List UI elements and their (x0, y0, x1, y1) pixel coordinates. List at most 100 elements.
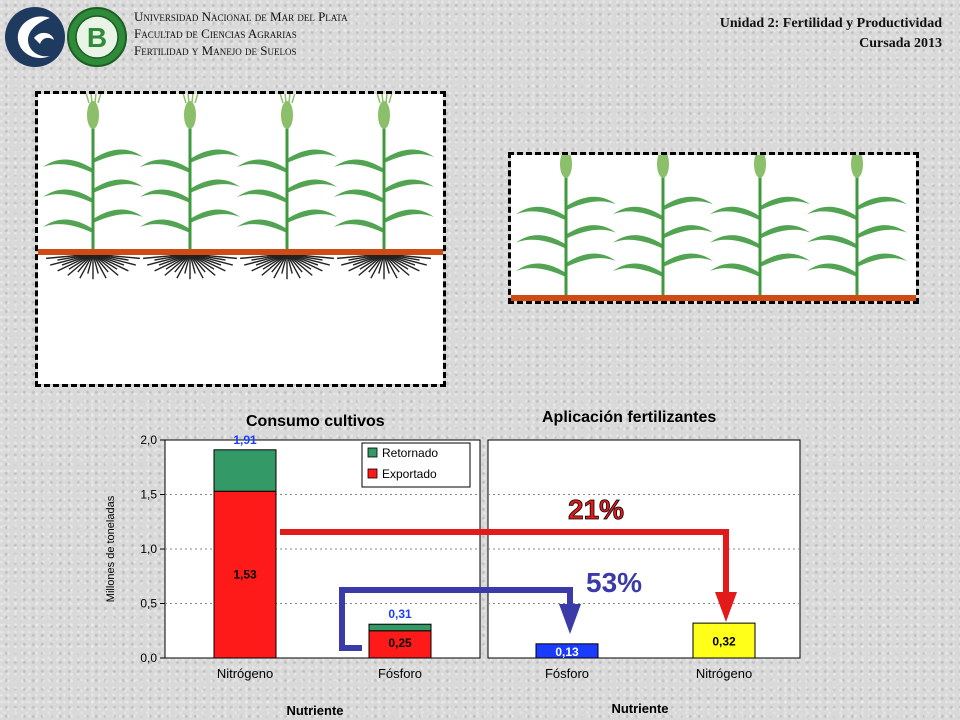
bar-value-label: 1,53 (233, 568, 257, 582)
chart-aplicacion-fertilizantes: 0,13 Fósforo 0,32 Nitrógeno Nutriente (487, 439, 801, 716)
plant-ear (851, 155, 863, 178)
crop-plant (140, 94, 240, 251)
plant-leaf (43, 189, 93, 203)
plant-leaf (287, 179, 337, 193)
plant-leaf (384, 179, 434, 193)
plant-leaf (710, 263, 760, 277)
plant-leaf (613, 235, 663, 249)
bar-total-label: 1,91 (233, 433, 257, 447)
arrow-blue-line (339, 587, 573, 651)
plant-leaf (140, 159, 190, 173)
crop-plant (807, 155, 907, 295)
plant-leaf (93, 209, 143, 223)
root-strand (286, 253, 313, 276)
plant-awn (90, 94, 93, 104)
course-year: Cursada 2013 (859, 36, 942, 51)
plant-leaf (237, 159, 287, 173)
root-strand (92, 253, 99, 274)
plant-leaf (566, 225, 616, 239)
root-strand (383, 253, 400, 273)
root-strand (87, 253, 94, 274)
plant-leaf (516, 206, 566, 221)
course-block: Unidad 2: Fertilidad y Productividad Cur… (720, 14, 942, 54)
y-tick-label: 2,0 (140, 433, 157, 447)
plant-leaf (663, 196, 713, 211)
arrow-blue-head (559, 604, 581, 634)
plant-leaf (566, 196, 616, 211)
arrow-red-line (280, 529, 729, 600)
crop-plant (710, 155, 810, 295)
plant-leaf (710, 206, 760, 221)
root-strand (92, 253, 129, 272)
plant-ear (184, 101, 196, 129)
legend: Retornado Exportado (361, 442, 471, 488)
plant-ear (560, 155, 572, 178)
bar-fertilizante (535, 643, 599, 659)
plant-leaf (516, 235, 566, 249)
crop-plant (43, 94, 143, 251)
plant-roots (143, 253, 237, 280)
legend-swatch (367, 468, 378, 479)
bar-value-label: 0,32 (712, 635, 736, 649)
plants-with-roots-panel (35, 91, 446, 387)
plant-leaf (384, 149, 434, 163)
y-tick-label: 0,0 (140, 651, 157, 665)
crop-plant (334, 94, 434, 251)
root-strand (184, 253, 191, 274)
x-axis-label: Nutriente (286, 703, 343, 718)
plant-ear (657, 155, 669, 178)
plant-awn (279, 94, 284, 104)
plants-without-roots-panel (508, 152, 919, 304)
plant-leaf (760, 253, 810, 267)
bar-value-label: 0,25 (388, 636, 412, 650)
root-strand (286, 253, 293, 274)
bar-retornado (213, 449, 277, 492)
plant-roots (240, 253, 334, 280)
plant-leaf (93, 149, 143, 163)
right-panel-sky (511, 155, 916, 301)
plant-awn (284, 94, 287, 104)
legend-swatch (367, 447, 378, 458)
root-strand (383, 253, 398, 279)
soil-line-right (511, 295, 916, 301)
chart-title-consumo: Consumo cultivos (246, 413, 385, 430)
bar-fertilizante (692, 622, 756, 659)
x-tick-label: Nitrógeno (696, 666, 752, 681)
plant-awn (187, 94, 190, 104)
root-strand (383, 253, 420, 272)
plant-leaf (93, 179, 143, 193)
crop-plant (237, 94, 337, 251)
plot-area-aplicacion (487, 439, 801, 659)
legend-box (361, 442, 471, 488)
root-strand (286, 253, 303, 273)
root-strand (92, 253, 119, 276)
root-strand (378, 253, 385, 274)
y-tick-label: 0,5 (140, 597, 157, 611)
plant-ear (754, 155, 766, 178)
root-strand (383, 253, 390, 274)
root-strand (92, 253, 109, 273)
faculty-seal-logo: B (67, 7, 127, 67)
root-strand (189, 253, 204, 279)
plant-awn (388, 94, 393, 104)
root-strand (189, 253, 206, 273)
crop-plant (516, 155, 616, 295)
plant-ear (378, 101, 390, 129)
root-strand (261, 253, 288, 276)
y-tick-label: 1,0 (140, 542, 157, 556)
x-tick-label: Fósforo (378, 666, 422, 681)
legend-label: Exportado (382, 467, 437, 481)
root-strand (286, 253, 301, 279)
plant-leaf (237, 189, 287, 203)
arrow-red-label: 21% (568, 494, 624, 525)
root-strand (189, 253, 216, 276)
university-logo (5, 7, 65, 67)
plant-leaf (384, 209, 434, 223)
plant-leaf (516, 263, 566, 277)
root-strand (383, 253, 410, 276)
crop-plant (613, 155, 713, 295)
left-panel-soil (38, 254, 443, 384)
root-strand (164, 253, 191, 276)
plant-leaf (613, 206, 663, 221)
bar-exportado (368, 630, 432, 659)
